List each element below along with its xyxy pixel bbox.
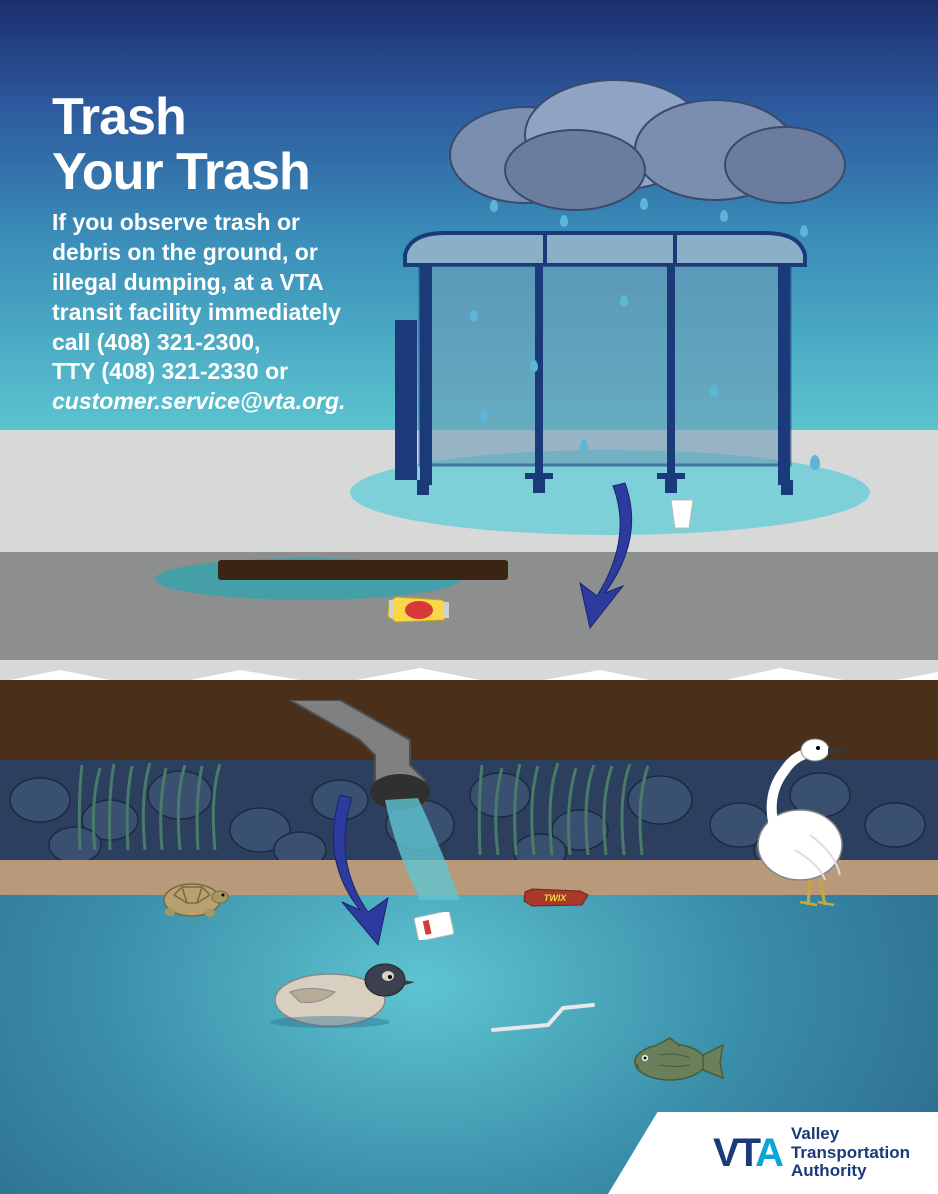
raindrop-icon	[710, 385, 718, 397]
vta-name-2: Transportation	[791, 1144, 910, 1163]
poster-body: If you observe trash or debris on the gr…	[52, 208, 352, 417]
raindrop-icon	[640, 198, 648, 210]
grass-mid-icon	[470, 760, 650, 855]
trash-straw-icon	[488, 1000, 598, 1040]
raindrop-icon	[800, 225, 808, 237]
raindrop-icon	[560, 215, 568, 227]
raindrop-icon	[530, 360, 538, 372]
grass-left-icon	[70, 760, 230, 850]
raindrop-icon	[810, 455, 820, 470]
fish-icon	[625, 1030, 725, 1090]
egret-bird-icon	[740, 735, 870, 910]
vta-logo: VTA Valley Transportation Authority	[713, 1125, 910, 1181]
infographic-poster: TWIX Trash Your Trash If you observe tra…	[0, 0, 938, 1194]
body-line-1: If you observe trash or debris on the gr…	[52, 209, 341, 355]
raindrop-icon	[490, 200, 498, 212]
raindrop-icon	[580, 440, 588, 452]
vta-name-3: Authority	[791, 1162, 910, 1181]
trash-candy-wrapper-icon: TWIX	[520, 887, 595, 909]
trash-chip-bag-icon	[384, 594, 454, 626]
turtle-icon	[152, 875, 232, 920]
body-line-2: TTY (408) 321-2330 or	[52, 358, 288, 384]
trash-cup-icon	[668, 498, 696, 530]
poster-title: Trash Your Trash	[52, 90, 310, 199]
rain-cloud-icon	[415, 65, 865, 215]
svg-text:TWIX: TWIX	[544, 893, 567, 903]
raindrop-icon	[620, 295, 628, 307]
duck-icon	[260, 950, 415, 1030]
trash-card-icon	[414, 912, 454, 940]
raindrop-icon	[470, 310, 478, 322]
vta-name: Valley Transportation Authority	[791, 1125, 910, 1181]
flow-arrow-1-icon	[555, 478, 655, 633]
contact-email: customer.service@vta.org.	[52, 388, 345, 414]
logo-corner: VTA Valley Transportation Authority	[608, 1112, 938, 1194]
outfall-pipe-icon	[290, 700, 490, 910]
storm-drain-icon	[218, 560, 508, 580]
raindrop-icon	[480, 410, 488, 422]
vta-name-1: Valley	[791, 1125, 910, 1144]
bus-shelter-icon	[395, 225, 815, 515]
vta-mark-icon: VTA	[713, 1131, 781, 1176]
raindrop-icon	[720, 210, 728, 222]
